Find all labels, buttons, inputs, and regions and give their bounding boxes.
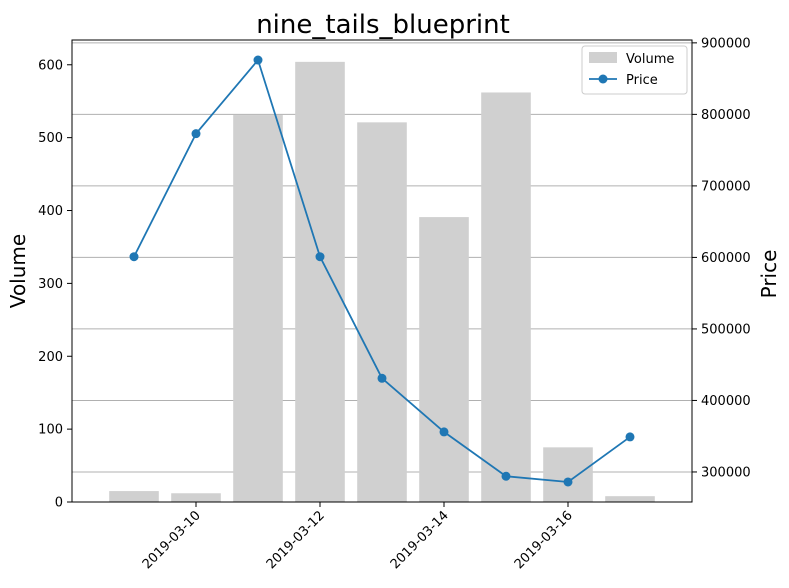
right-axis-label: Price bbox=[757, 250, 781, 299]
price-point-8 bbox=[625, 432, 635, 442]
price-point-1 bbox=[191, 129, 201, 139]
x-tick-label-3: 2019-03-16 bbox=[512, 508, 576, 572]
price-point-0 bbox=[129, 252, 139, 262]
left-tick-label-4: 400 bbox=[38, 204, 63, 219]
right-tick-label-4: 700000 bbox=[701, 179, 751, 194]
volume-bars bbox=[109, 61, 655, 503]
right-tick-label-3: 600000 bbox=[701, 251, 751, 266]
volume-bar-6 bbox=[481, 92, 531, 503]
price-point-3 bbox=[315, 252, 325, 262]
price-point-4 bbox=[377, 373, 387, 383]
volume-bar-7 bbox=[543, 447, 593, 502]
left-axis-label: Volume bbox=[6, 234, 30, 308]
right-tick-label-5: 800000 bbox=[701, 108, 751, 123]
left-tick-label-5: 500 bbox=[38, 131, 63, 146]
legend-volume-swatch bbox=[589, 52, 617, 63]
volume-bar-3 bbox=[295, 61, 345, 502]
left-tick-label-1: 100 bbox=[38, 423, 63, 438]
x-axis: 2019-03-10 2019-03-12 2019-03-14 2019-03-16 bbox=[140, 502, 576, 572]
volume-bar-5 bbox=[419, 217, 469, 502]
volume-bar-4 bbox=[357, 122, 407, 503]
chart-title: nine_tails_blueprint bbox=[256, 10, 510, 40]
legend-volume-label: Volume bbox=[626, 52, 674, 67]
plot-frame bbox=[71, 39, 693, 503]
x-tick-label-2: 2019-03-14 bbox=[388, 508, 452, 572]
legend-price-marker bbox=[598, 74, 608, 84]
left-tick-label-0: 0 bbox=[55, 496, 63, 511]
volume-bar-8 bbox=[605, 496, 655, 502]
right-y-axis: 300000 400000 500000 600000 700000 800000 9000… bbox=[692, 36, 751, 480]
price-point-7 bbox=[563, 477, 573, 487]
left-tick-label-3: 300 bbox=[38, 277, 63, 292]
x-tick-label-1: 2019-03-12 bbox=[264, 508, 328, 572]
right-tick-label-0: 300000 bbox=[701, 465, 751, 480]
price-point-5 bbox=[439, 427, 449, 437]
left-tick-label-2: 200 bbox=[38, 350, 63, 365]
price-line bbox=[129, 55, 635, 487]
legend-price-label: Price bbox=[626, 73, 658, 88]
right-tick-label-1: 400000 bbox=[701, 394, 751, 409]
legend: Volume Price bbox=[581, 45, 688, 95]
x-tick-label-0: 2019-03-10 bbox=[140, 508, 204, 572]
right-tick-label-2: 500000 bbox=[701, 322, 751, 337]
price-point-2 bbox=[253, 55, 263, 65]
left-tick-label-6: 600 bbox=[38, 58, 63, 73]
volume-bar-0 bbox=[109, 491, 159, 502]
volume-bar-2 bbox=[233, 115, 283, 502]
price-point-6 bbox=[501, 471, 511, 481]
left-y-axis: 0 100 200 300 400 500 600 bbox=[38, 58, 72, 511]
right-tick-label-6: 900000 bbox=[701, 36, 751, 51]
volume-bar-1 bbox=[171, 493, 221, 502]
